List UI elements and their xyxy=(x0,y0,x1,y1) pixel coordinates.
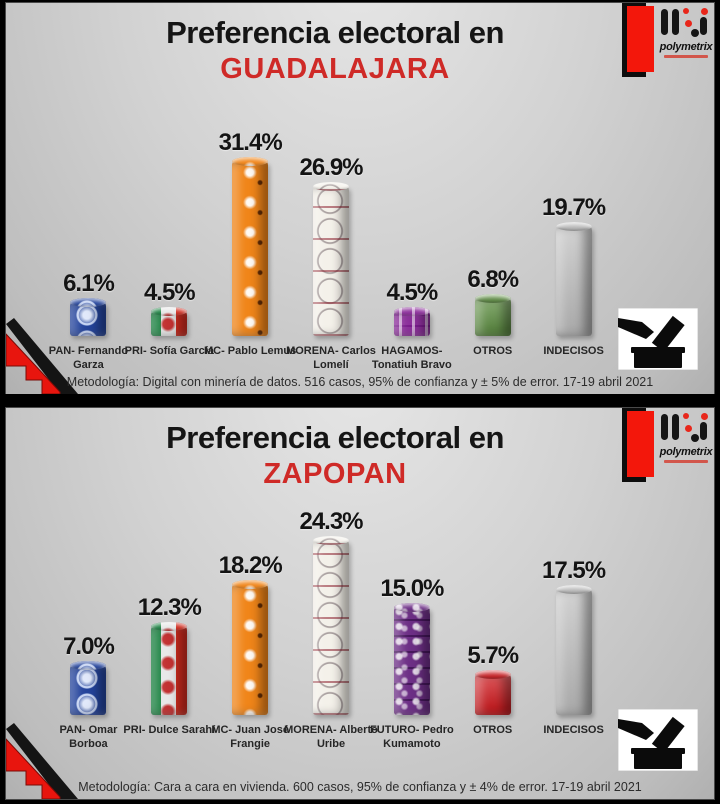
bar-category-label: PRI- Sofía García xyxy=(124,345,214,357)
bar-column: 5.7% OTROS xyxy=(452,499,533,736)
logo-red-rectangle xyxy=(627,6,654,72)
brand-name: polymetrix xyxy=(659,41,713,53)
bar-column: 12.3% PRI- Dulce Sarahí xyxy=(123,499,215,736)
bars-row: 6.1% PAN- Fernando Garza 4.5% PRI- Sofía Ga… xyxy=(48,120,614,371)
bar-column: 6.1% PAN- Fernando Garza xyxy=(48,120,129,371)
bar-mc xyxy=(232,580,269,715)
bar-indecisos xyxy=(555,585,592,715)
bar-category-label: PAN- Fernando Garza xyxy=(48,345,129,372)
bar-category-label: OTROS xyxy=(473,345,513,357)
bar-pri xyxy=(151,622,188,715)
logo-tagline-smudge xyxy=(664,55,708,58)
logo-tagline-smudge xyxy=(664,460,708,463)
methodology-note: Metodología: Cara a cara en vivienda. 60… xyxy=(78,780,642,794)
bar-category-label: MORENA- Alberto Uribe xyxy=(284,724,378,751)
bar-value-label: 24.3% xyxy=(299,508,363,535)
bar-value-label: 4.5% xyxy=(386,279,439,306)
page-title: Preferencia electoral en xyxy=(166,15,504,50)
city-title: GUADALAJARA xyxy=(220,53,450,85)
bar-value-label: 6.8% xyxy=(467,266,519,293)
bar-column: 31.4% MC- Pablo Lemus xyxy=(204,120,296,357)
bar-category-label: MC- Juan José Frangie xyxy=(211,724,289,751)
bar-category-label: INDECISOS xyxy=(543,345,604,357)
polymetrix-logo: polymetrix xyxy=(622,3,714,95)
polymetrix-mark-icon xyxy=(658,412,714,446)
bar-value-label: 15.0% xyxy=(380,575,444,602)
bar-value-label: 26.9% xyxy=(299,154,363,181)
bar-column: 26.9% MORENA- Carlos Lomelí xyxy=(286,120,376,371)
panel-divider xyxy=(0,394,720,408)
bar-value-label: 31.4% xyxy=(218,129,283,156)
bar-category-label: INDECISOS xyxy=(543,724,604,736)
polymetrix-logo: polymetrix xyxy=(622,408,714,500)
bar-category-label: PRI- Dulce Sarahí xyxy=(123,724,216,736)
ballot-box-icon xyxy=(618,709,698,771)
panel-guadalajara: polymetrix Preferencia electoral en GUAD… xyxy=(5,2,715,395)
bar-value-label: 4.5% xyxy=(143,279,196,306)
bar-column: 24.3% MORENA- Alberto Uribe xyxy=(284,499,378,750)
bar-pan xyxy=(70,298,107,336)
bar-pan xyxy=(70,661,107,715)
ballot-box-icon xyxy=(618,308,698,370)
bar-value-label: 5.7% xyxy=(467,642,519,669)
bars-row: 7.0% PAN- Omar Borboa 12.3% PRI- Dulce Sara… xyxy=(48,499,614,750)
bar-category-label: PAN- Omar Borboa xyxy=(59,724,118,751)
bar-category-label: OTROS xyxy=(473,724,513,736)
bar-category-label: HAGAMOS- Tonatiuh Bravo xyxy=(371,345,452,372)
methodology-note: Metodología: Digital con minería de dato… xyxy=(66,375,654,389)
bar-column: 4.5% HAGAMOS- Tonatiuh Bravo xyxy=(371,120,452,371)
bar-column: 17.5% INDECISOS xyxy=(533,499,614,736)
city-title: ZAPOPAN xyxy=(263,458,407,490)
brand-name: polymetrix xyxy=(659,446,713,458)
bar-otros-green xyxy=(474,294,511,336)
bar-pri xyxy=(151,307,188,336)
bar-morena xyxy=(313,182,349,336)
bar-column: 4.5% PRI- Sofía García xyxy=(125,120,214,357)
bar-category-label: FUTURO- Pedro Kumamoto xyxy=(369,724,454,751)
page-title: Preferencia electoral en xyxy=(166,420,504,455)
bar-otros-red xyxy=(474,670,511,715)
bar-category-label: MORENA- Carlos Lomelí xyxy=(286,345,376,372)
bar-mc xyxy=(232,157,269,336)
bar-morena xyxy=(313,536,349,715)
bar-value-label: 18.2% xyxy=(218,552,283,579)
bar-column: 18.2% MC- Juan José Frangie xyxy=(210,499,291,750)
bar-value-label: 12.3% xyxy=(137,594,202,621)
bar-value-label: 17.5% xyxy=(542,557,606,584)
bar-category-label: MC- Pablo Lemus xyxy=(203,345,297,357)
bar-column: 7.0% PAN- Omar Borboa xyxy=(48,499,129,750)
bar-indecisos xyxy=(555,222,592,336)
bar-value-label: 6.1% xyxy=(63,270,115,297)
bar-column: 15.0% FUTURO- Pedro Kumamoto xyxy=(370,499,454,750)
bar-column: 6.8% OTROS xyxy=(452,120,533,357)
corner-ribbon-decoration xyxy=(6,318,78,394)
logo-red-rectangle xyxy=(627,411,654,477)
polymetrix-mark-icon xyxy=(658,7,714,41)
bar-value-label: 19.7% xyxy=(542,194,606,221)
bar-hagamos xyxy=(393,307,430,336)
bar-futuro xyxy=(393,603,430,715)
bar-column: 19.7% INDECISOS xyxy=(533,120,614,357)
panel-zapopan: polymetrix Preferencia electoral en ZAPO… xyxy=(5,407,715,800)
bar-value-label: 7.0% xyxy=(63,633,115,660)
corner-ribbon-decoration xyxy=(6,723,78,799)
